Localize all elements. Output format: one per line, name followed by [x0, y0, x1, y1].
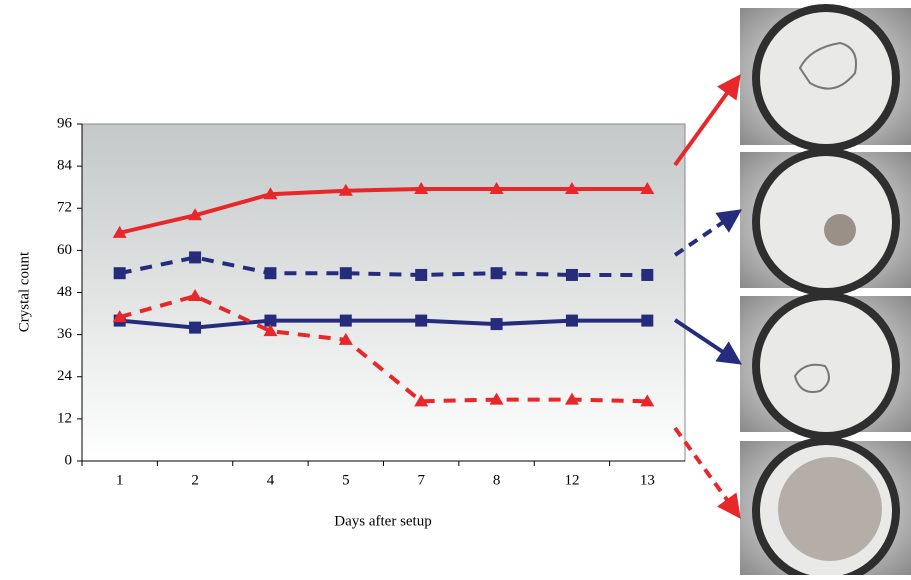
marker [491, 267, 503, 279]
y-tick-label: 36 [57, 326, 73, 342]
marker [415, 315, 427, 327]
photos [740, 4, 911, 575]
marker [189, 322, 201, 334]
marker [340, 267, 352, 279]
chart: Crystal count Days after setup 012243648… [0, 0, 911, 575]
y-tick-label: 96 [57, 115, 73, 131]
x-tick-label: 2 [191, 472, 199, 488]
y-tick-label: 60 [57, 242, 72, 258]
marker [641, 315, 653, 327]
marker [114, 267, 126, 279]
marker [641, 269, 653, 281]
x-tick-label: 5 [342, 472, 350, 488]
marker [491, 318, 503, 330]
y-axis-label: Crystal count [16, 251, 32, 332]
y-tick-label: 12 [57, 410, 72, 426]
y-tick-label: 24 [57, 368, 73, 384]
x-tick-label: 1 [116, 472, 124, 488]
x-tick-label: 4 [267, 472, 275, 488]
x-axis-label: Days after setup [334, 513, 431, 529]
x-tick-label: 13 [640, 472, 655, 488]
x-tick-label: 8 [493, 472, 501, 488]
y-tick-label: 48 [57, 284, 72, 300]
y-tick-label: 72 [57, 200, 72, 216]
marker [340, 315, 352, 327]
marker [566, 315, 578, 327]
plot-area [82, 124, 685, 461]
marker [415, 269, 427, 281]
marker [566, 269, 578, 281]
x-tick-label: 12 [564, 472, 579, 488]
marker [264, 267, 276, 279]
marker [189, 251, 201, 263]
y-tick-label: 84 [57, 158, 73, 174]
x-tick-label: 7 [417, 472, 425, 488]
y-tick-label: 0 [65, 452, 73, 468]
